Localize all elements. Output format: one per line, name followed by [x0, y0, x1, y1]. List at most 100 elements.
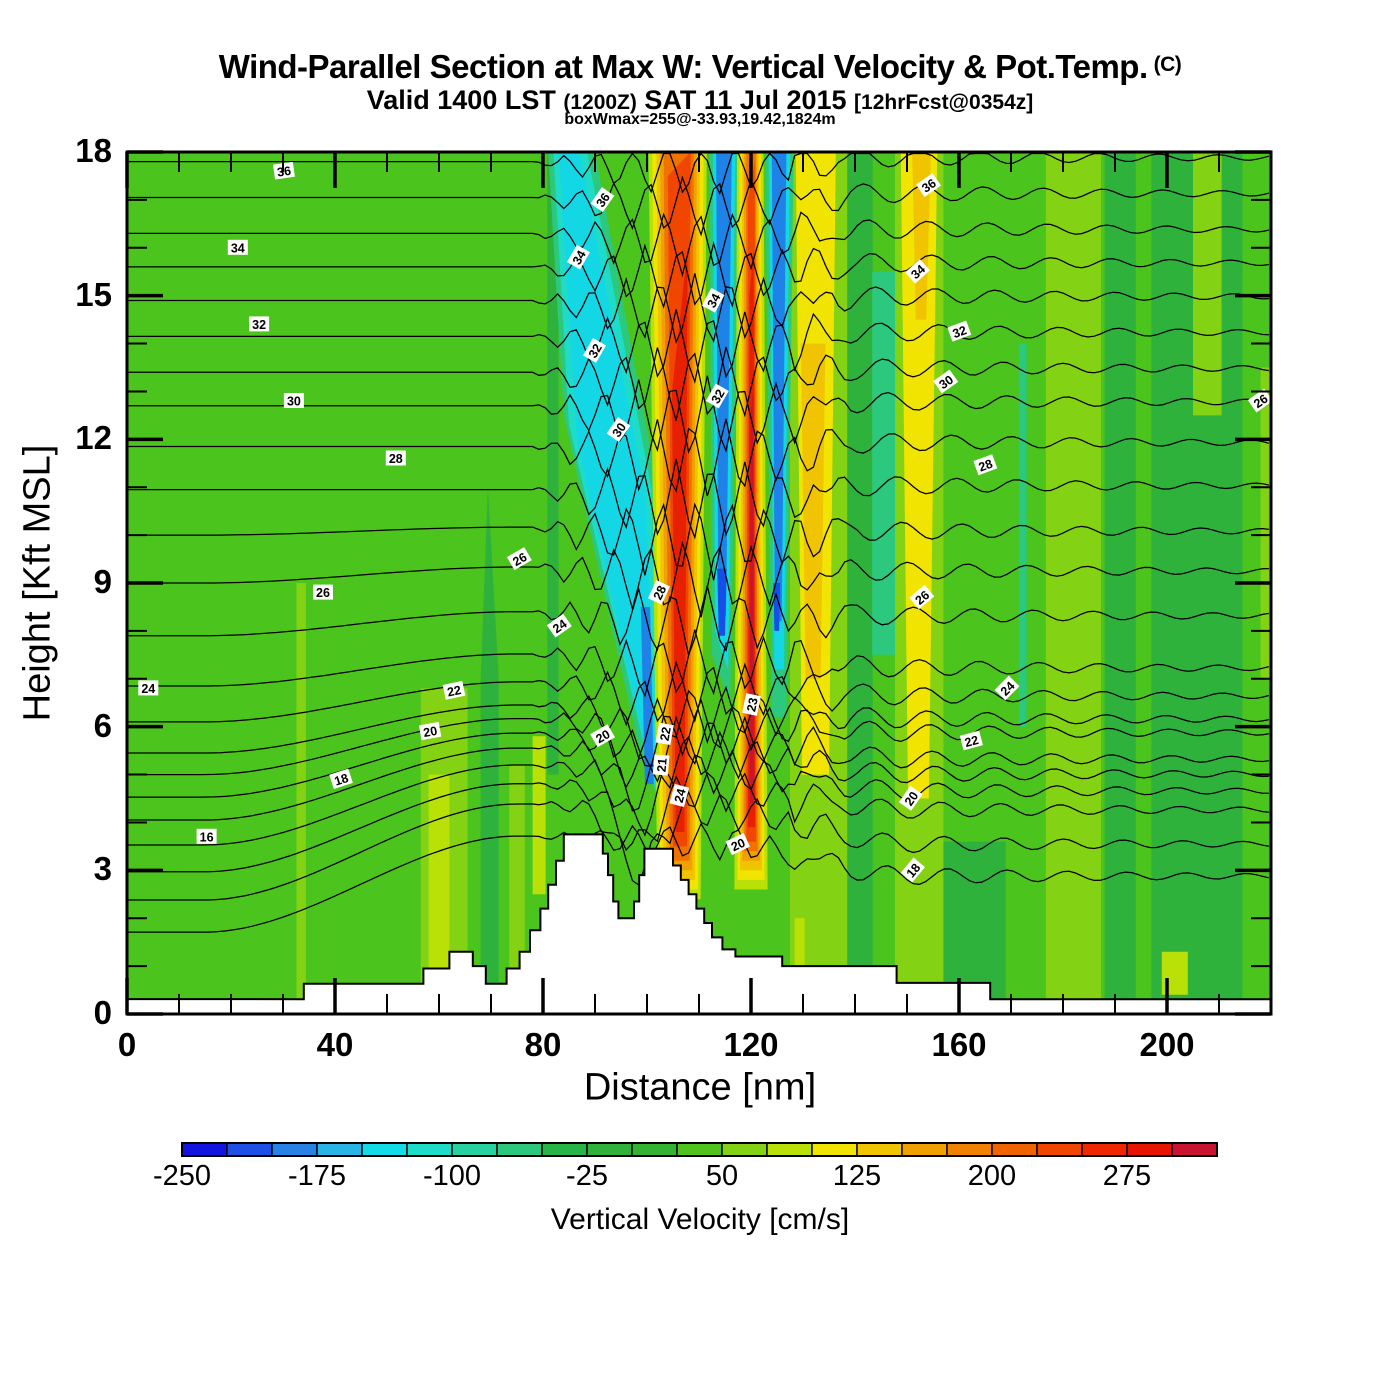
svg-text:20: 20 — [594, 727, 613, 746]
theta-contour-20 — [127, 715, 1269, 798]
colorbar-segment — [1171, 1142, 1218, 1157]
svg-text:21: 21 — [655, 757, 670, 772]
colorbar-segment — [586, 1142, 633, 1157]
velocity-band — [296, 583, 306, 1014]
colorbar-segment — [631, 1142, 678, 1157]
velocity-band — [480, 487, 499, 1014]
axis-ticks — [125, 150, 1272, 1016]
svg-text:22: 22 — [963, 733, 980, 750]
svg-text:30: 30 — [287, 395, 301, 409]
colorbar-segment — [901, 1142, 948, 1157]
contour-label-24: 24 — [994, 675, 1020, 701]
contour-label-22: 22 — [655, 722, 674, 745]
colorbar-tick-label-50: 50 — [705, 1160, 739, 1192]
colorbar-segment — [1126, 1142, 1173, 1157]
subtitle-zulu: (1200Z) — [563, 91, 637, 114]
y-tick-label-9: 9 — [93, 563, 112, 600]
svg-text:18: 18 — [333, 771, 351, 789]
contour-label-26: 26 — [506, 547, 532, 571]
contour-label-32: 32 — [947, 320, 972, 342]
theta-contour-30 — [127, 375, 1270, 455]
colorbar-border — [181, 1142, 1218, 1157]
boxwmax-annotation: boxWmax=255@-33.93,19.42,1824m — [564, 111, 836, 128]
page-title: Wind-Parallel Section at Max W: Vertical… — [0, 48, 1400, 86]
svg-text:24: 24 — [672, 787, 689, 804]
y-tick-label-6: 6 — [93, 706, 112, 744]
title-units-suffix: (C) — [1153, 53, 1182, 76]
colorbar-segment — [1081, 1142, 1128, 1157]
contour-label-34: 34 — [227, 239, 248, 255]
contour-label-30: 30 — [606, 417, 631, 443]
svg-text:32: 32 — [252, 318, 266, 332]
svg-text:22: 22 — [446, 683, 463, 700]
theta-contour-34 — [127, 241, 1269, 310]
contour-label-20: 20 — [590, 724, 615, 748]
contour-label-28: 28 — [385, 450, 406, 466]
colorbar-segment — [316, 1142, 363, 1157]
contour-label-26: 26 — [909, 584, 935, 610]
colorbar-tick-label--25: -25 — [566, 1160, 608, 1192]
colorbar-segment — [991, 1142, 1038, 1157]
svg-text:23: 23 — [744, 696, 761, 713]
velocity-band — [936, 841, 1006, 1014]
colorbar-segment — [811, 1142, 858, 1157]
contour-label-34: 34 — [905, 259, 931, 284]
colorbar-tick-label-200: 200 — [967, 1160, 1017, 1192]
svg-text:16: 16 — [200, 830, 214, 844]
colorbar-segment — [361, 1142, 408, 1157]
svg-text:36: 36 — [593, 190, 612, 209]
svg-text:34: 34 — [570, 248, 589, 267]
velocity-band — [428, 774, 450, 1014]
contour-label-26: 26 — [1247, 388, 1271, 413]
contour-label-24: 24 — [138, 680, 159, 696]
velocity-band — [1193, 152, 1222, 416]
colorbar-segment — [766, 1142, 813, 1157]
y-tick-label-12: 12 — [75, 419, 112, 457]
y-tick-label-0: 0 — [93, 994, 112, 1031]
theta-contour-33 — [127, 273, 1269, 345]
colorbar-segment — [721, 1142, 768, 1157]
theta-contour-37 — [127, 152, 1270, 196]
contour-label-20: 20 — [725, 833, 751, 856]
theta-contour-18 — [127, 749, 1269, 846]
svg-text:20: 20 — [902, 789, 921, 808]
svg-text:36: 36 — [276, 164, 292, 180]
svg-text:34: 34 — [705, 291, 724, 310]
svg-text:26: 26 — [316, 586, 330, 600]
velocity-band — [717, 568, 727, 636]
colorbar-segment — [406, 1142, 453, 1157]
svg-text:28: 28 — [651, 584, 670, 603]
contour-label-24: 24 — [669, 783, 690, 808]
svg-text:30: 30 — [610, 420, 629, 439]
theta-contour-23 — [127, 660, 1270, 727]
colorbar-segment — [451, 1142, 498, 1157]
contour-label-22: 22 — [959, 730, 983, 751]
velocity-band — [1104, 152, 1136, 1014]
colorbar-segment — [1036, 1142, 1083, 1157]
contour-label-18: 18 — [329, 768, 353, 790]
velocity-band — [800, 343, 826, 679]
velocity-band — [900, 152, 938, 799]
x-tick-label-200: 200 — [1139, 1026, 1195, 1063]
subtitle-date: SAT 11 Jul 2015 — [644, 85, 847, 115]
colorbar-segment — [226, 1142, 273, 1157]
colorbar-tick-label--175: -175 — [287, 1160, 347, 1192]
contour-label-18: 18 — [900, 857, 925, 883]
contour-label-36: 36 — [916, 173, 942, 197]
svg-text:22: 22 — [658, 726, 674, 742]
colorbar-segment — [856, 1142, 903, 1157]
y-tick-label-3: 3 — [93, 850, 112, 888]
theta-contour-32 — [127, 309, 1269, 384]
colorbar-segment — [271, 1142, 318, 1157]
theta-contour-16 — [127, 790, 1270, 901]
contour-label-30: 30 — [283, 393, 304, 409]
colorbar-tick-label--100: -100 — [422, 1160, 482, 1192]
y-tick-label-15: 15 — [75, 275, 112, 313]
theta-contour-26 — [127, 540, 1269, 618]
subtitle-valid: Valid 1400 LST — [366, 85, 556, 115]
x-tick-label-80: 80 — [524, 1026, 562, 1063]
svg-text:24: 24 — [141, 682, 155, 696]
velocity-band — [532, 736, 546, 895]
colorbar-tick-label-125: 125 — [832, 1160, 882, 1192]
colorbar-tick-label-275: 275 — [1102, 1160, 1152, 1192]
